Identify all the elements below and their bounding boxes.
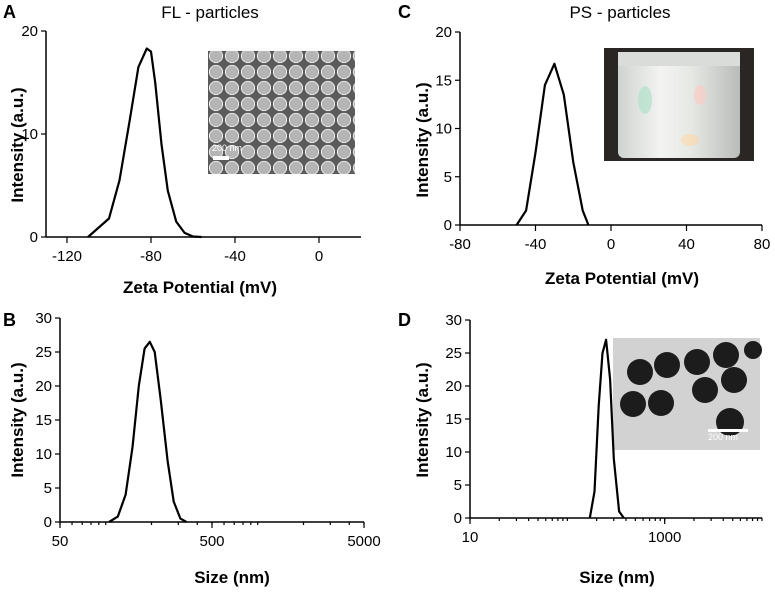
tem-particle <box>692 377 718 403</box>
panel-d: D 200 nm 0 5 10 15 20 25 30 10 1000 Size (nm) In… <box>398 310 763 587</box>
chart-title-c: PS - particles <box>569 3 670 22</box>
y-tick-label-d: 5 <box>454 477 462 494</box>
y-tick-label-a: 20 <box>21 23 38 40</box>
x-tick-label-d: 1000 <box>648 529 681 546</box>
y-tick-label-b: 25 <box>35 344 52 361</box>
panel-label-c: C <box>398 2 411 22</box>
y-axis-label-d: Intensity (a.u.) <box>413 362 432 477</box>
x-axis-label-d: Size (nm) <box>579 568 655 587</box>
x-axis-label-c: Zeta Potential (mV) <box>545 269 699 288</box>
x-tick-label-a: -120 <box>52 248 82 265</box>
y-tick-label-c: 5 <box>444 169 452 186</box>
inset-photo-c <box>604 48 754 161</box>
scale-bar-label-d: 200 nm <box>708 432 738 442</box>
panel-b: B 0 5 10 15 20 25 30 50 500 5000 Size (nm) Intens… <box>3 310 381 587</box>
y-tick-label-b: 10 <box>35 446 52 463</box>
panel-label-b: B <box>3 310 16 330</box>
panel-label-a: A <box>3 2 16 22</box>
inset-sem-a: 200 nm <box>208 51 355 174</box>
y-axis-label-c: Intensity (a.u.) <box>413 82 432 197</box>
tem-particle <box>654 352 680 378</box>
y-tick-label-d: 20 <box>445 378 462 395</box>
panel-c: C PS - particles 0 5 10 15 20 -80 -40 0 40 80 Zet… <box>398 2 770 288</box>
data-series-a <box>87 47 202 239</box>
x-tick-label-c: 80 <box>754 236 771 253</box>
y-tick-label-c: 0 <box>444 217 452 234</box>
iridescence-patch <box>681 134 699 146</box>
x-axis-label-a: Zeta Potential (mV) <box>123 278 277 297</box>
y-tick-label-b: 15 <box>35 412 52 429</box>
iridescence-patch <box>638 86 652 114</box>
x-tick-label-c: -40 <box>525 236 547 253</box>
y-tick-label-b: 0 <box>44 514 52 531</box>
x-tick-label-c: 0 <box>607 236 615 253</box>
tem-particle <box>627 359 653 385</box>
y-tick-label-b: 30 <box>35 310 52 327</box>
scale-bar-d <box>708 429 748 432</box>
x-tick-label-c: 40 <box>678 236 695 253</box>
tem-particle <box>713 342 739 368</box>
y-tick-label-b: 5 <box>44 480 52 497</box>
y-tick-label-c: 15 <box>435 72 452 89</box>
iridescence-patch <box>694 85 706 105</box>
tem-particle <box>721 367 747 393</box>
x-tick-label-c: -80 <box>449 236 471 253</box>
data-series-d <box>588 338 625 519</box>
x-tick-label-a: 0 <box>315 248 323 265</box>
y-axis-label-a: Intensity (a.u.) <box>8 87 27 202</box>
y-tick-label-c: 10 <box>435 121 452 138</box>
x-tick-label-d: 10 <box>462 529 479 546</box>
jar-rim <box>618 52 740 66</box>
y-tick-label-d: 30 <box>445 312 462 329</box>
scale-bar-label-a: 200 nm <box>212 143 242 153</box>
y-tick-label-d: 15 <box>445 411 462 428</box>
plot-area-b: 0 5 10 15 20 25 30 50 500 5000 <box>35 310 380 550</box>
x-tick-label-a: -80 <box>140 248 162 265</box>
inset-jar <box>618 52 740 158</box>
inset-sem-image <box>208 51 355 174</box>
x-tick-label-b: 50 <box>52 533 69 550</box>
tem-particle <box>620 391 646 417</box>
y-axis-label-b: Intensity (a.u.) <box>8 362 27 477</box>
y-tick-label-c: 20 <box>435 24 452 41</box>
y-tick-label-a: 0 <box>30 229 38 246</box>
tem-particle <box>684 349 710 375</box>
scale-bar-a <box>213 156 229 160</box>
y-tick-label-d: 10 <box>445 444 462 461</box>
plot-area-a: 0 10 20 -120 -80 -40 0 <box>21 23 361 265</box>
y-tick-label-d: 0 <box>454 510 462 527</box>
tem-particle <box>744 341 762 359</box>
x-axis-label-b: Size (nm) <box>194 568 270 587</box>
x-tick-label-a: -40 <box>224 248 246 265</box>
y-tick-label-a: 10 <box>21 126 38 143</box>
chart-title-a: FL - particles <box>161 3 259 22</box>
data-series-c <box>515 62 590 226</box>
plot-area-d: 0 5 10 15 20 25 30 10 1000 <box>445 312 763 546</box>
x-tick-label-b: 500 <box>199 533 224 550</box>
y-tick-label-d: 25 <box>445 345 462 362</box>
data-series-b <box>108 340 188 523</box>
x-tick-label-b: 5000 <box>347 533 380 550</box>
y-tick-label-b: 20 <box>35 378 52 395</box>
panel-label-d: D <box>398 310 411 330</box>
tem-particle <box>648 390 674 416</box>
inset-tem-d: 200 nm <box>613 338 762 450</box>
plot-area-c: 0 5 10 15 20 -80 -40 0 40 80 <box>435 24 770 253</box>
